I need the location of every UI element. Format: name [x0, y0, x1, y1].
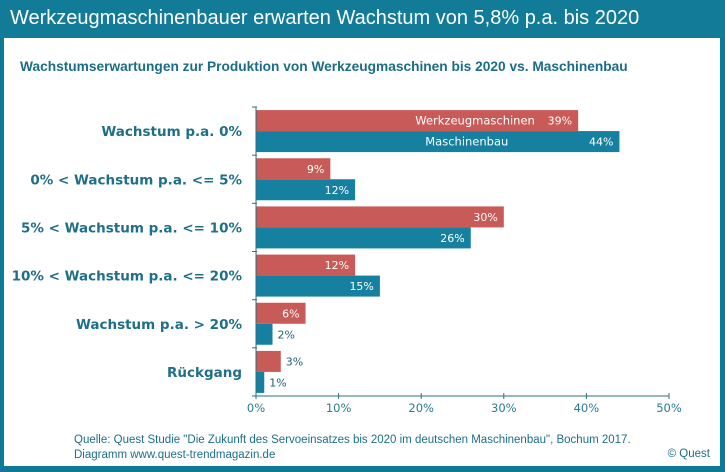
axes-group	[252, 106, 670, 399]
category-label: Wachstum p.a. 0%	[101, 124, 242, 140]
x-tick-label: 20%	[408, 401, 434, 415]
data-label: 3%	[286, 355, 303, 368]
bar-maschinenbau	[256, 131, 620, 153]
x-tick-label: 40%	[574, 401, 600, 415]
data-label: 15%	[349, 280, 373, 293]
bars-group	[256, 110, 620, 393]
data-label: 9%	[307, 163, 324, 176]
category-label: 5% < Wachstum p.a. <= 10%	[21, 220, 242, 236]
data-label: 44%	[589, 136, 613, 149]
data-label: 12%	[325, 259, 349, 272]
category-label: 0% < Wachstum p.a. <= 5%	[30, 172, 242, 188]
legend-werkzeugmaschinen: Werkzeugmaschinen	[415, 114, 535, 128]
bar-maschinenbau	[256, 179, 356, 201]
diagram-line: Diagramm www.quest-trendmagazin.de	[74, 449, 276, 461]
data-label: 39%	[548, 115, 572, 128]
chart-title: Wachstumserwartungen zur Produktion von …	[20, 58, 628, 74]
x-tick-label: 0%	[247, 401, 265, 415]
data-label: 26%	[440, 232, 464, 245]
category-label: Wachstum p.a. > 20%	[76, 317, 243, 333]
source-line: Quelle: Quest Studie "Die Zukunft des Se…	[74, 434, 631, 446]
bar-werkzeugmaschinen	[256, 302, 306, 324]
bar-werkzeugmaschinen	[256, 206, 504, 228]
labels-group: Wachstum p.a. 0% 39% Werkzeugmaschinen 44% M…	[12, 114, 682, 415]
bar-werkzeugmaschinen	[256, 110, 579, 132]
bar-maschinenbau	[256, 275, 380, 297]
data-label: 6%	[282, 307, 299, 320]
category-label: Rückgang	[167, 365, 242, 381]
x-tick-label: 30%	[491, 401, 517, 415]
bar-werkzeugmaschinen	[256, 158, 331, 180]
bar-werkzeugmaschinen	[256, 350, 281, 372]
data-label: 2%	[278, 328, 295, 341]
category-label: 10% < Wachstum p.a. <= 20%	[12, 269, 243, 285]
header-bar: Werkzeugmaschinenbauer erwarten Wachstum…	[0, 0, 725, 38]
bar-maschinenbau	[256, 323, 273, 345]
legend-maschinenbau: Maschinenbau	[425, 135, 508, 149]
chart-panel: Wachstumserwartungen zur Produktion von …	[4, 38, 720, 466]
x-tick-label: 50%	[656, 401, 682, 415]
bar-maschinenbau	[256, 227, 471, 249]
page-title: Werkzeugmaschinenbauer erwarten Wachstum…	[10, 7, 640, 29]
data-label: 1%	[269, 376, 286, 389]
bar-maschinenbau	[256, 371, 265, 393]
source-note: Quelle: Quest Studie "Die Zukunft des Se…	[74, 433, 631, 463]
data-label: 12%	[325, 184, 349, 197]
bar-werkzeugmaschinen	[256, 254, 356, 276]
bar-chart: Wachstum p.a. 0% 39% Werkzeugmaschinen 44% M…	[12, 106, 682, 415]
x-tick-label: 10%	[326, 401, 352, 415]
copyright: © Quest	[667, 448, 710, 460]
data-label: 30%	[473, 211, 497, 224]
